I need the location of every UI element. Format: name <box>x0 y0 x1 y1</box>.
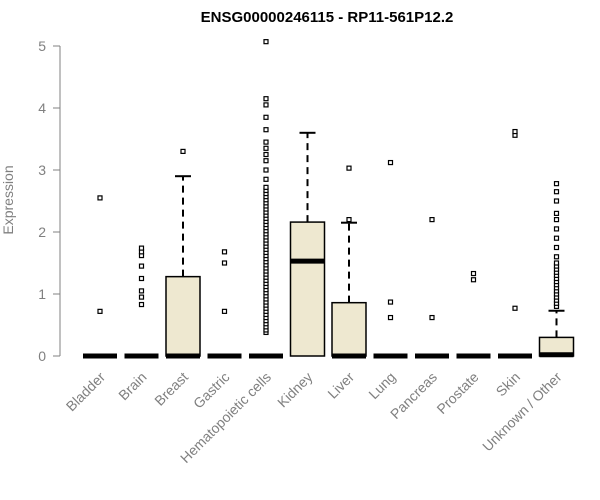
x-category-label: Brain <box>115 369 149 403</box>
outlier-point <box>553 260 560 266</box>
outlier-point <box>138 245 145 251</box>
y-tick-label: 5 <box>38 38 46 54</box>
iqr-box <box>289 221 326 357</box>
outlier-point <box>470 277 477 283</box>
iqr-box <box>331 301 367 357</box>
y-tick-label: 4 <box>38 100 46 116</box>
x-category-label: Skin <box>493 369 524 400</box>
outlier-point <box>346 217 352 223</box>
outlier-point <box>263 167 269 173</box>
outlier-point <box>138 294 145 300</box>
outlier-point <box>553 235 560 241</box>
x-category-label: Breast <box>151 369 191 409</box>
outlier-point <box>512 305 518 311</box>
outlier-point <box>553 254 560 260</box>
y-axis: 0 1 2 3 4 5 <box>38 38 61 364</box>
box-unknown-other <box>538 181 575 358</box>
y-tick-label: 0 <box>38 348 46 364</box>
outlier-point <box>263 184 269 190</box>
outlier-point <box>221 308 228 314</box>
x-category-label: Unknown / Other <box>479 369 565 455</box>
box-brain <box>124 245 159 359</box>
x-category-label: Bladder <box>63 369 109 415</box>
outlier-point <box>553 198 560 204</box>
y-tick-label: 2 <box>38 224 46 240</box>
box-breast <box>165 148 201 359</box>
outlier-point <box>97 308 103 314</box>
outlier-point <box>387 314 394 321</box>
outlier-point <box>387 299 394 305</box>
iqr-box <box>165 275 201 357</box>
outlier-point <box>138 288 145 294</box>
box-bladder <box>83 195 117 359</box>
box-kidney <box>289 131 326 357</box>
x-category-label: Liver <box>324 369 357 402</box>
outlier-point <box>263 39 269 45</box>
box-prostate <box>456 270 491 359</box>
box-liver <box>331 165 367 359</box>
box-skin <box>498 128 532 359</box>
outlier-point <box>263 176 269 182</box>
box-gastric <box>207 249 242 359</box>
outlier-point <box>553 189 560 195</box>
y-tick-label: 3 <box>38 162 46 178</box>
outlier-point <box>470 270 477 277</box>
outlier-point <box>553 217 560 223</box>
outlier-point <box>263 151 269 158</box>
box-pancreas <box>415 217 449 359</box>
outlier-point <box>429 314 435 321</box>
outlier-point <box>263 145 269 151</box>
outlier-point <box>180 148 186 154</box>
outlier-point <box>263 96 269 102</box>
outlier-point <box>553 181 560 187</box>
x-category-label: Prostate <box>433 369 481 417</box>
box-lung <box>373 159 408 359</box>
outlier-point <box>138 301 145 308</box>
outlier-point <box>346 165 352 171</box>
outlier-point <box>387 159 394 166</box>
outlier-point <box>263 114 269 120</box>
y-tick-label: 1 <box>38 286 46 302</box>
x-category-label: Kidney <box>274 369 316 411</box>
boxes-group <box>83 39 575 359</box>
outlier-point <box>512 128 518 135</box>
outlier-point <box>553 244 560 251</box>
outlier-point <box>263 127 269 133</box>
outlier-point <box>263 139 269 145</box>
chart-title: ENSG00000246115 - RP11-561P12.2 <box>201 9 454 26</box>
outlier-point <box>553 226 560 232</box>
outlier-point <box>221 260 228 266</box>
box-hematopoietic-cells <box>249 39 283 359</box>
outlier-point <box>138 263 145 269</box>
outlier-point <box>429 217 435 223</box>
outlier-point <box>553 210 560 216</box>
y-axis-label: Expression <box>0 165 16 234</box>
outlier-point <box>138 275 145 282</box>
x-category-label: Lung <box>365 369 398 402</box>
outlier-point <box>221 249 228 255</box>
outlier-point <box>263 158 269 164</box>
outlier-point <box>263 102 269 108</box>
outlier-point <box>97 195 103 201</box>
